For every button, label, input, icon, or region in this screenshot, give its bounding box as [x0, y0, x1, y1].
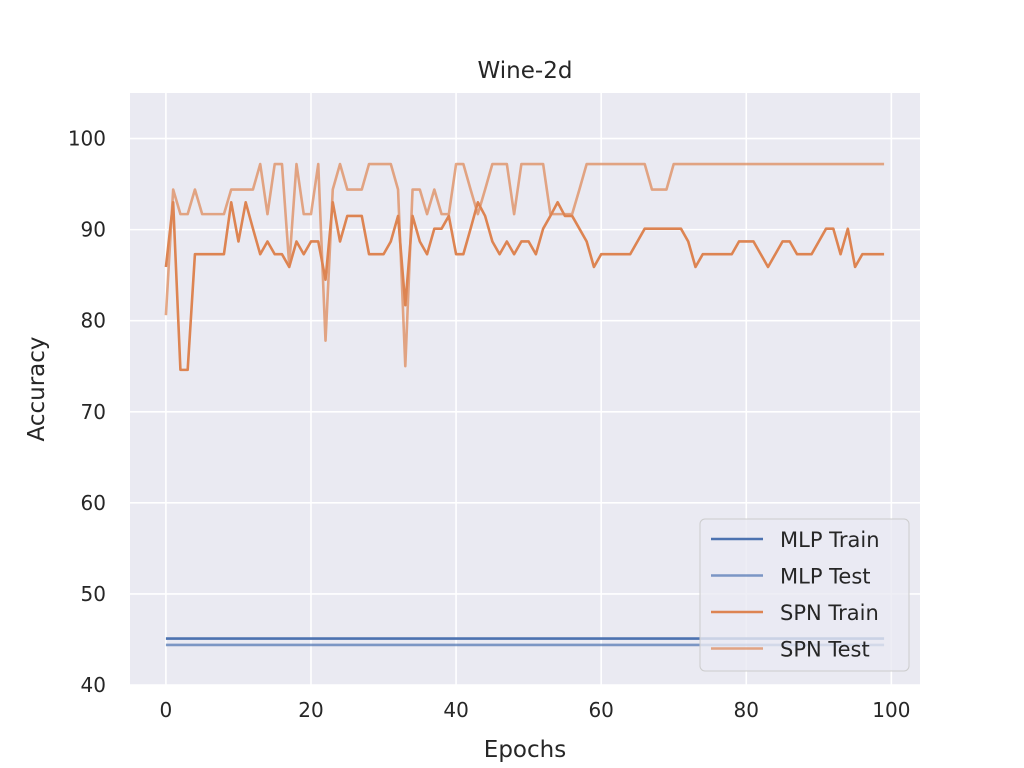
y-axis-label: Accuracy: [24, 336, 50, 441]
x-tick-label: 40: [443, 698, 468, 722]
x-tick-label: 20: [298, 698, 323, 722]
legend-box: [699, 518, 910, 672]
legend-label-mlp-train: MLP Train: [780, 528, 880, 552]
y-tick-label: 90: [81, 218, 106, 242]
legend-label-spn-train: SPN Train: [780, 601, 879, 625]
chart-title: Wine-2d: [478, 58, 573, 84]
y-tick-label: 70: [81, 400, 106, 424]
y-tick-label: 60: [81, 491, 106, 515]
legend: MLP Train MLP Test SPN Train SPN Test: [699, 518, 910, 672]
x-tick-label: 60: [588, 698, 613, 722]
y-tick-label: 100: [68, 127, 106, 151]
series-line-spn-test: [164, 162, 885, 368]
x-tick-label: 100: [872, 698, 910, 722]
x-tick-labels: 0 20 40 60 80 100: [160, 698, 911, 722]
x-tick-label: 0: [160, 698, 173, 722]
y-tick-labels: 40 50 60 70 80 90 100: [68, 127, 106, 697]
series-line-spn-train: [164, 200, 885, 372]
x-axis-label: Epochs: [484, 737, 566, 763]
y-tick-label: 80: [81, 309, 106, 333]
x-tick-label: 80: [734, 698, 759, 722]
y-tick-label: 40: [81, 673, 106, 697]
legend-label-spn-test: SPN Test: [780, 638, 870, 662]
grid-lines: [130, 93, 920, 686]
y-tick-label: 50: [81, 582, 106, 606]
legend-label-mlp-test: MLP Test: [780, 565, 871, 589]
